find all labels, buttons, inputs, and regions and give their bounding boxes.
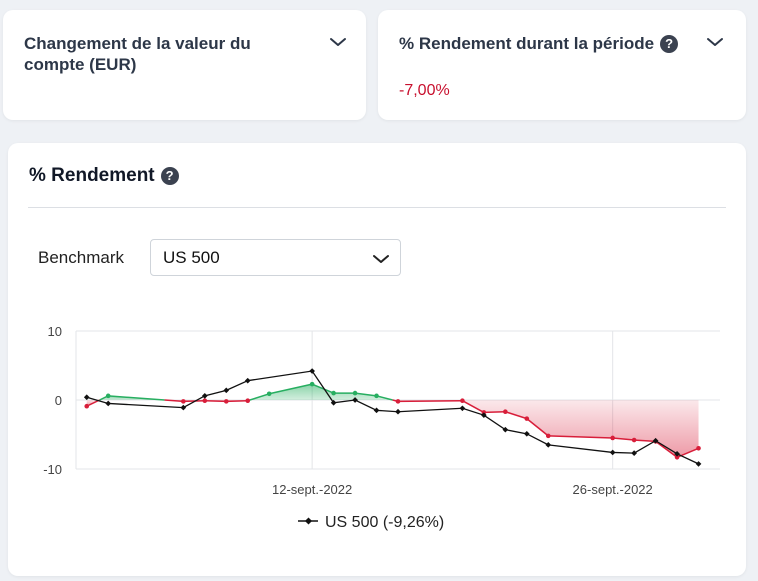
portfolio-line-segment [612, 437, 635, 441]
portfolio-line-segment [269, 383, 313, 395]
chevron-down-icon[interactable] [706, 36, 724, 48]
portfolio-point [545, 433, 551, 439]
benchmark-point [223, 387, 230, 394]
benchmark-select[interactable]: US 500 [150, 239, 401, 276]
portfolio-point [181, 399, 186, 404]
benchmark-point [309, 368, 315, 374]
portfolio-point [374, 393, 379, 399]
portfolio-line-segment [226, 399, 248, 403]
x-tick-label: 26-sept.-2022 [573, 482, 653, 497]
portfolio-point [266, 391, 272, 397]
portfolio-point [610, 435, 615, 441]
benchmark-point [674, 450, 680, 457]
portfolio-point [105, 393, 111, 399]
portfolio-line-segment [311, 383, 334, 394]
benchmark-point [652, 437, 659, 444]
return-chart-card: % Rendement? Benchmark US 500 10 0 -10 12-s… [8, 143, 746, 576]
portfolio-line-segment [164, 399, 184, 403]
benchmark-point [105, 400, 112, 407]
portfolio-point [503, 409, 508, 415]
period-return-value: -7,00% [399, 82, 450, 99]
portfolio-point [460, 398, 465, 403]
portfolio-line-segment [505, 411, 528, 420]
benchmark-point [352, 397, 358, 403]
divider [28, 207, 726, 208]
portfolio-line-segment [249, 393, 270, 401]
portfolio-line-segment [204, 399, 227, 403]
benchmark-point [502, 426, 509, 433]
question-mark-icon[interactable]: ? [660, 35, 679, 53]
portfolio-line-segment [86, 399, 100, 407]
portfolio-point [395, 399, 401, 404]
benchmark-point [330, 399, 337, 406]
benchmark-label: Benchmark [38, 248, 124, 267]
period-return-card: % Rendement durant la période? -7,00% [378, 10, 746, 120]
benchmark-point [395, 408, 401, 415]
benchmark-point [459, 405, 466, 412]
benchmark-point [481, 412, 487, 419]
benchmark-point [695, 461, 702, 467]
portfolio-line-segment [634, 439, 656, 443]
y-tick-label: 10 [48, 324, 62, 339]
benchmark-selected-value: US 500 [163, 248, 220, 267]
period-return-title: % Rendement durant la période? [399, 33, 679, 54]
portfolio-line-segment [108, 395, 165, 401]
y-tick-label: -10 [43, 462, 62, 477]
return-chart: 10 0 -10 12-sept.-2022 26-sept.-2022 US 500 (… [43, 324, 720, 531]
legend-label[interactable]: US 500 (-9,26%) [325, 514, 444, 531]
positive-area [249, 384, 393, 400]
portfolio-point [631, 437, 637, 443]
benchmark-point [631, 450, 637, 456]
benchmark-point [83, 394, 90, 401]
benchmark-point [244, 377, 251, 384]
y-tick-label: 0 [55, 393, 62, 408]
portfolio-line-segment [462, 400, 485, 414]
legend-point-marker [304, 517, 313, 525]
benchmark-point [523, 430, 530, 437]
portfolio-line-segment [548, 435, 613, 439]
benchmark-point [609, 449, 616, 456]
chevron-down-icon[interactable] [329, 36, 347, 48]
benchmark-point [201, 393, 208, 399]
portfolio-line-segment [354, 392, 377, 397]
portfolio-point [223, 399, 229, 404]
benchmark-point [373, 407, 380, 414]
question-mark-icon[interactable]: ? [160, 167, 179, 185]
benchmark-point [545, 442, 552, 448]
portfolio-point [84, 403, 90, 409]
portfolio-point [696, 446, 701, 451]
portfolio-point [309, 381, 315, 387]
portfolio-point [674, 454, 680, 460]
portfolio-line-segment [526, 418, 549, 437]
portfolio-point [202, 398, 208, 403]
benchmark-point [180, 404, 187, 411]
portfolio-line-segment [376, 395, 393, 401]
account-value-card: Changement de la valeur du compte (EUR) [3, 10, 366, 120]
portfolio-point [331, 390, 336, 396]
chevron-down-icon [373, 255, 389, 263]
negative-area [392, 400, 699, 458]
x-tick-label: 12-sept.-2022 [272, 482, 352, 497]
portfolio-point [524, 416, 530, 421]
portfolio-line-segment [483, 410, 506, 414]
portfolio-line-segment [655, 440, 678, 458]
chart-title: % Rendement? [29, 165, 179, 187]
account-value-title: Changement de la valeur du compte (EUR) [24, 34, 251, 74]
portfolio-point [352, 390, 358, 396]
portfolio-line-segment [397, 399, 463, 403]
portfolio-point [245, 398, 251, 403]
